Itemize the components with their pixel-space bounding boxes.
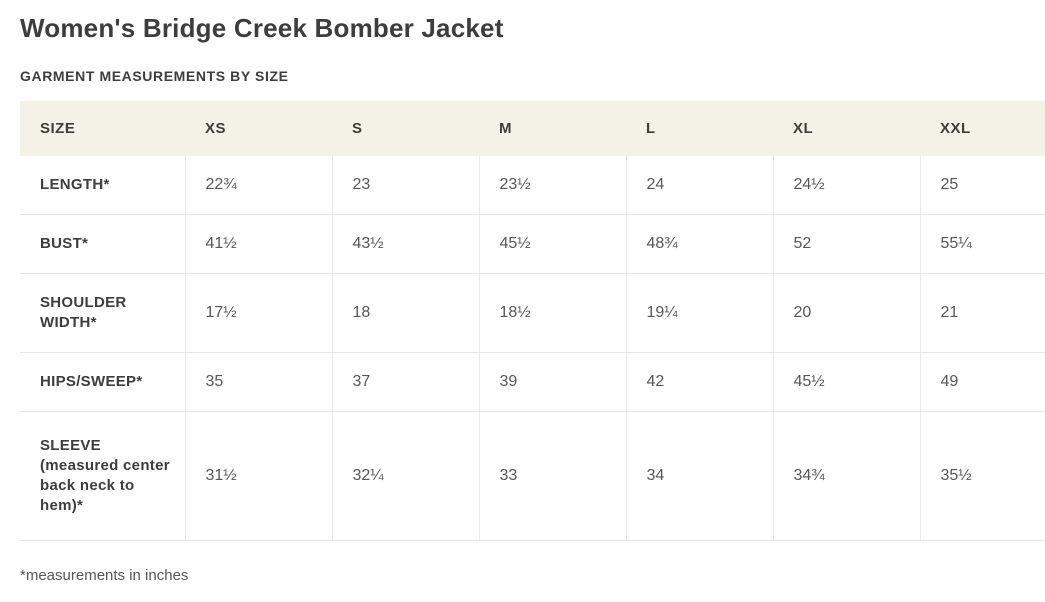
row-label: HIPS/SWEEP* [20, 352, 185, 412]
row-label: LENGTH* [20, 156, 185, 215]
measurement-value: 20 [772, 273, 920, 353]
measurement-value: 49 [919, 352, 1045, 412]
row-label: BUST* [20, 214, 185, 274]
table-row: SLEEVE (measured center back neck to hem… [20, 411, 1045, 541]
measurement-value: 45½ [772, 352, 920, 412]
measurement-value: 19¼ [625, 273, 773, 353]
measurement-value: 34¾ [772, 411, 920, 541]
measurement-value: 32¼ [331, 411, 479, 541]
column-header-xl: XL [773, 101, 920, 156]
column-header-size: SIZE [20, 101, 185, 156]
page-title: Women's Bridge Creek Bomber Jacket [20, 13, 504, 43]
column-header-xxl: XXL [920, 101, 1045, 156]
measurement-value: 43½ [331, 214, 479, 274]
measurement-value: 35 [184, 352, 332, 412]
measurement-value: 45½ [478, 214, 626, 274]
table-row: LENGTH* 22¾ 23 23½ 24 24½ 25 [20, 156, 1045, 215]
measurement-value: 48¾ [625, 214, 773, 274]
column-header-l: L [626, 101, 773, 156]
column-header-m: M [479, 101, 626, 156]
measurement-value: 25 [919, 156, 1045, 215]
size-chart-header: SIZE XS S M L XL XXL [20, 101, 1045, 156]
measurement-value: 22¾ [184, 156, 332, 215]
measurement-value: 33 [478, 411, 626, 541]
measurement-value: 55¼ [919, 214, 1045, 274]
measurement-value: 23 [331, 156, 479, 215]
header-row: SIZE XS S M L XL XXL [20, 101, 1045, 156]
measurement-value: 37 [331, 352, 479, 412]
row-label: SHOULDER WIDTH* [20, 273, 185, 353]
measurement-value: 24 [625, 156, 773, 215]
measurement-value: 21 [919, 273, 1045, 353]
measurement-value: 18 [331, 273, 479, 353]
measurement-value: 17½ [184, 273, 332, 353]
section-subtitle: GARMENT MEASUREMENTS BY SIZE [20, 68, 289, 84]
measurement-value: 34 [625, 411, 773, 541]
measurement-value: 31½ [184, 411, 332, 541]
size-chart-table: SIZE XS S M L XL XXL LENGTH* 22¾ 23 23½ 24 24½ 25 BUS… [20, 101, 1045, 541]
measurement-value: 35½ [919, 411, 1045, 541]
table-row: BUST* 41½ 43½ 45½ 48¾ 52 55¼ [20, 214, 1045, 274]
measurement-value: 24½ [772, 156, 920, 215]
measurement-value: 18½ [478, 273, 626, 353]
measurement-value: 52 [772, 214, 920, 274]
size-chart-body: LENGTH* 22¾ 23 23½ 24 24½ 25 BUST* 41½ 43½ 45½ 48¾ 5… [20, 156, 1045, 541]
row-label: SLEEVE (measured center back neck to hem… [20, 411, 185, 541]
table-row: SHOULDER WIDTH* 17½ 18 18½ 19¼ 20 21 [20, 273, 1045, 353]
measurements-footnote: *measurements in inches [20, 567, 189, 584]
column-header-xs: XS [185, 101, 332, 156]
measurement-value: 41½ [184, 214, 332, 274]
column-header-s: S [332, 101, 479, 156]
measurement-value: 42 [625, 352, 773, 412]
table-row: HIPS/SWEEP* 35 37 39 42 45½ 49 [20, 352, 1045, 412]
measurement-value: 39 [478, 352, 626, 412]
measurement-value: 23½ [478, 156, 626, 215]
